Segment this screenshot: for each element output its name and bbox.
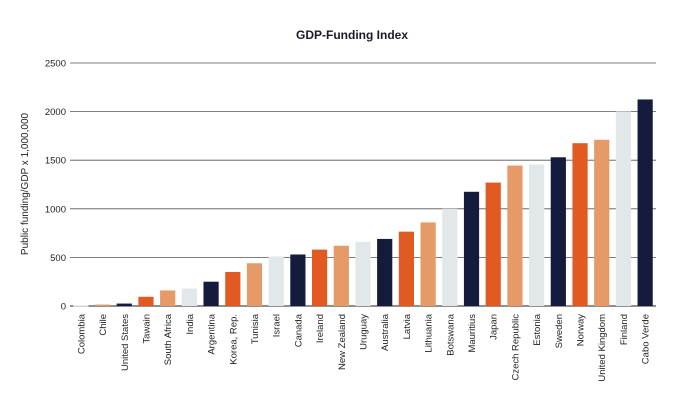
x-tick-label: Japan (489, 314, 500, 340)
bar (398, 231, 415, 306)
bar (355, 241, 371, 306)
x-tick-label: Tawain (141, 314, 152, 344)
bar (116, 303, 132, 306)
x-tick-label: Norway (576, 314, 587, 346)
x-tick-label: Korea, Rep. (228, 314, 239, 365)
bar (311, 249, 328, 306)
x-tick-label: Chile (98, 314, 109, 336)
bar (594, 139, 610, 306)
bar (463, 191, 480, 306)
bar (572, 143, 588, 306)
x-tick-label: Sweden (554, 314, 565, 348)
x-tick-label: Ireland (315, 314, 326, 343)
x-tick-label: United Kingdom (597, 314, 608, 382)
y-axis-label: Public funding/GDP x 1,000,000 (20, 112, 31, 255)
bar (442, 208, 458, 306)
bar (203, 281, 219, 306)
chart-title: GDP-Funding Index (296, 28, 408, 42)
bar (550, 157, 566, 306)
x-tick-label: Tunisia (250, 313, 261, 344)
bar (246, 263, 263, 306)
x-tick-label: Finland (619, 314, 630, 345)
bar (485, 182, 501, 306)
y-tick-label: 1000 (45, 204, 66, 215)
x-tick-labels: Colombia Chile United States Tawain South Af… (76, 313, 651, 381)
bar (160, 290, 176, 306)
bar (290, 254, 306, 306)
x-tick-label: Canada (293, 313, 304, 347)
x-tick-label: South Africa (163, 313, 174, 365)
x-tick-label: Uruguay (359, 314, 370, 350)
x-tick-label: Israel (272, 314, 283, 337)
bars (73, 99, 653, 307)
y-tick-label: 2500 (45, 59, 66, 70)
bar (507, 165, 523, 306)
bar (333, 245, 349, 306)
bar (268, 256, 284, 306)
y-tick-label: 1500 (45, 156, 66, 167)
bar (94, 304, 111, 306)
x-tick-label: Latvia (402, 313, 413, 339)
bar (225, 271, 241, 306)
y-tick-label: 500 (50, 253, 66, 264)
y-tick-labels: 0 500 1000 1500 2000 2500 (45, 59, 66, 313)
bar (181, 288, 197, 306)
y-tick-label: 0 (61, 302, 66, 313)
x-tick-label: India (185, 313, 196, 334)
y-tick-label: 2000 (45, 107, 66, 118)
bar (73, 305, 89, 307)
x-tick-label: Cabo Verde (641, 314, 652, 364)
x-tick-label: Lithuania (424, 313, 435, 352)
x-tick-label: Colombia (76, 313, 87, 354)
x-tick-label: Czech Republic (510, 314, 521, 381)
bar (637, 99, 653, 306)
x-tick-label: United States (120, 314, 131, 371)
x-tick-label: Australia (380, 313, 391, 351)
x-tick-label: Estonia (532, 313, 543, 345)
bar (377, 238, 393, 306)
bar (529, 164, 545, 306)
x-tick-label: Botswana (445, 313, 456, 355)
bar (420, 222, 436, 306)
x-tick-label: Mauritius (467, 314, 478, 353)
bar (138, 296, 154, 306)
x-tick-label: Argentina (207, 313, 218, 354)
x-tick-label: New Zealand (337, 314, 348, 370)
bar (615, 111, 632, 306)
